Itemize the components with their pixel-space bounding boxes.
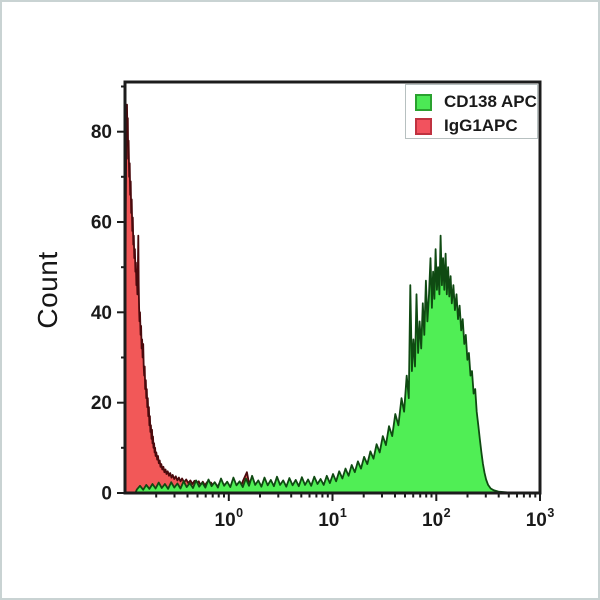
x-tick-label-10e3: 103 [526,506,555,531]
legend-label-igg1-apc: IgG1APC [444,116,518,135]
x-tick-labels: 100 101 102 103 [215,506,555,531]
y-axis-title: Count [32,251,63,329]
legend-item-igg1-apc: IgG1APC [415,114,537,138]
legend-label-cd138-apc: CD138 APC [444,92,537,111]
histogram-area-cd138-apc [134,234,541,494]
y-tick-label-0: 0 [101,484,112,505]
y-tick-label-20: 20 [91,393,112,414]
legend-swatch-cd138-apc-icon [415,93,432,111]
x-tick-label-10e1: 101 [318,506,347,531]
legend-item-cd138-apc: CD138 APC [415,90,537,114]
y-tick-label-60: 60 [91,213,112,234]
axis-ticks [117,85,541,501]
series-areas [124,103,541,494]
x-tick-label-10e2: 102 [422,506,451,531]
histogram-area-igg1apc [124,103,282,494]
y-tick-label-40: 40 [91,303,112,324]
legend: CD138 APC IgG1APC [405,84,538,139]
y-tick-labels: 0 20 40 60 80 [91,122,112,504]
x-tick-label-10e0: 100 [215,506,244,531]
y-tick-label-80: 80 [91,122,112,143]
legend-swatch-igg1-apc-icon [415,117,432,135]
